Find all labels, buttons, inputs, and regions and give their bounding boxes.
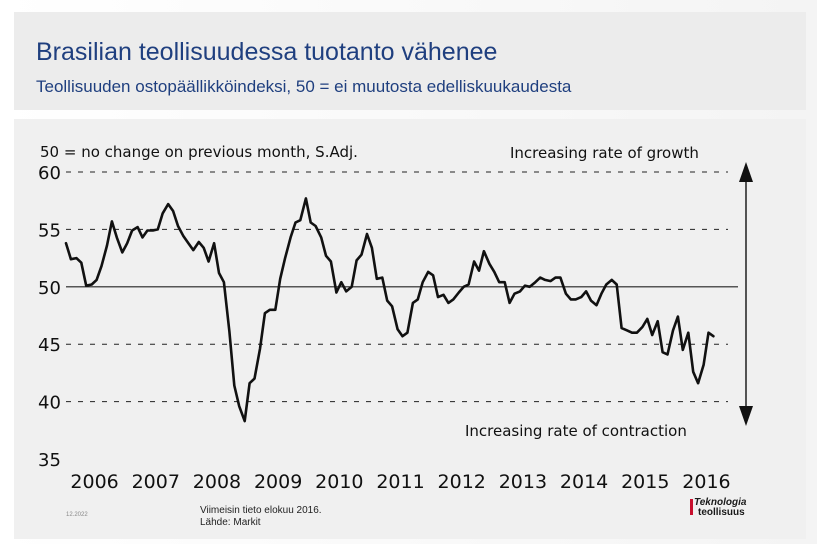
source-origin: Lähde: Markit <box>200 517 261 528</box>
x-tick-label: 2013 <box>499 471 547 493</box>
x-tick-label: 2011 <box>376 471 424 493</box>
x-tick-label: 2014 <box>560 471 608 493</box>
x-tick-label: 2010 <box>315 471 363 493</box>
gridlines <box>66 171 738 403</box>
company-logo: Teknologia teollisuus <box>690 497 782 519</box>
slide-date: 12.2022 <box>66 512 88 518</box>
y-tick-label: 35 <box>38 450 61 471</box>
x-tick-label: 2007 <box>132 471 180 493</box>
chart-title: 50 = no change on previous month, S.Adj. <box>40 143 358 161</box>
x-axis-ticks: 2006 2007 2008 2009 2010 2011 2012 2013 2014 2015… <box>70 471 730 493</box>
y-tick-label: 60 <box>38 163 61 184</box>
arrow-head-down <box>739 406 753 426</box>
y-tick-label: 50 <box>38 278 61 299</box>
x-tick-label: 2015 <box>621 471 669 493</box>
series-group <box>64 197 715 423</box>
source-latest: Viimeisin tieto elokuu 2016. <box>200 505 322 516</box>
y-tick-label: 45 <box>38 335 61 356</box>
annotation-growth: Increasing rate of growth <box>510 144 699 162</box>
x-tick-label: 2008 <box>193 471 241 493</box>
x-tick-label: 2009 <box>254 471 302 493</box>
logo-accent <box>690 499 693 515</box>
y-axis-ticks: 60 55 50 45 40 35 <box>38 163 61 471</box>
source-note: Viimeisin tieto elokuu 2016. Lähde: Mark… <box>200 505 322 529</box>
y-tick-label: 40 <box>38 393 61 414</box>
arrow-head-up <box>739 162 753 182</box>
logo-text-bottom: teollisuus <box>698 507 745 518</box>
x-tick-label: 2016 <box>682 471 730 493</box>
x-tick-label: 2006 <box>70 471 118 493</box>
y-tick-label: 55 <box>38 220 61 241</box>
x-tick-label: 2012 <box>438 471 486 493</box>
header-panel <box>14 12 806 110</box>
page-subtitle: Teollisuuden ostopäällikköindeksi, 50 = … <box>36 77 572 96</box>
annotation-contraction: Increasing rate of contraction <box>465 422 687 440</box>
logo-text-top: Teknologia <box>694 497 747 508</box>
page-title: Brasilian teollisuudessa tuotanto vähene… <box>36 38 498 66</box>
series-line <box>64 197 715 423</box>
growth-contraction-arrow <box>739 162 753 426</box>
